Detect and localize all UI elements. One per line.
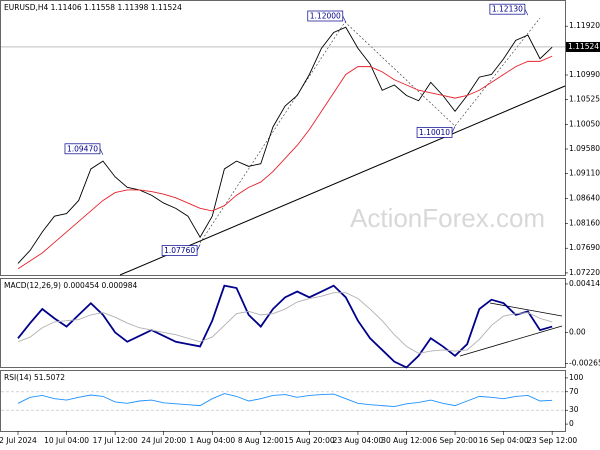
- x-tick-label: 23 Sep 12:00: [527, 436, 577, 445]
- annotation-label: 1.07760: [164, 246, 195, 255]
- y-tick-label: 1.10990: [569, 70, 600, 79]
- y-tick-label: 1.11920: [569, 21, 600, 30]
- x-tick-label: 24 Jul 20:00: [141, 436, 186, 445]
- y-tick-label: 0: [569, 419, 574, 428]
- series-line: [17, 393, 553, 407]
- x-tick-label: 8 Aug 12:00: [238, 436, 284, 445]
- y-tick-label: 1.08640: [569, 193, 600, 202]
- y-tick-label: 30: [569, 405, 579, 414]
- watermark: ActionForex.com: [350, 203, 545, 233]
- annotation-leader: [451, 126, 456, 133]
- x-tick-label: 30 Aug 12:00: [381, 436, 432, 445]
- annotation-label: 1.12130: [492, 5, 523, 14]
- annotation-leader: [342, 15, 347, 23]
- y-tick-label: 0.00: [569, 327, 586, 336]
- x-tick-label: 2 Jul 2024: [0, 436, 37, 445]
- macd-panel: [0, 278, 566, 368]
- y-tick-label: 70: [569, 387, 579, 396]
- annotation-label: 1.12000: [310, 11, 341, 20]
- trend-line: [119, 85, 566, 276]
- x-tick-label: 16 Sep 04:00: [479, 436, 529, 445]
- series-line: [17, 292, 553, 354]
- y-tick-label: 1.07690: [569, 243, 600, 252]
- x-tick-label: 23 Aug 04:00: [333, 436, 384, 445]
- series-line: [17, 284, 553, 369]
- triangle-line: [459, 325, 563, 357]
- macd-title: MACD(12,26,9) 0.000454 0.000984: [4, 281, 138, 290]
- current-price-box: [566, 41, 600, 52]
- annotation-box: [307, 10, 344, 22]
- annotation-box: [416, 127, 453, 138]
- y-tick-label: 1.09110: [569, 169, 600, 178]
- annotation-label: 1.09470: [67, 144, 98, 153]
- y-tick-label: 0.004148: [569, 279, 600, 288]
- price-panel: [0, 0, 566, 276]
- y-tick-label: 100: [569, 373, 584, 382]
- annotation-leader: [99, 148, 104, 155]
- series-line: [17, 26, 553, 264]
- annotation-label: 1.10010: [419, 128, 450, 137]
- current-price-label: 1.11524: [568, 42, 599, 51]
- rsi-title: RSI(14) 51.5072: [4, 373, 65, 382]
- wave-line: [199, 17, 541, 244]
- x-tick-label: 10 Jul 04:00: [44, 436, 89, 445]
- price-title: EURUSD,H4 1.11406 1.11558 1.11398 1.1152…: [4, 3, 182, 12]
- annotation-leader: [524, 9, 529, 16]
- x-tick-label: 17 Jul 12:00: [93, 436, 138, 445]
- x-tick-label: 15 Aug 20:00: [284, 436, 335, 445]
- y-tick-label: 1.07220: [569, 268, 600, 277]
- series-line: [17, 55, 553, 270]
- y-tick-label: -0.002656: [569, 358, 600, 367]
- y-tick-label: 1.09580: [569, 144, 600, 153]
- y-tick-label: 1.08160: [569, 219, 600, 228]
- triangle-line: [489, 302, 563, 317]
- annotation-leader: [196, 244, 201, 251]
- rsi-panel: [0, 370, 566, 432]
- x-tick-label: 6 Sep 20:00: [432, 436, 478, 445]
- y-tick-label: 1.10050: [569, 119, 600, 128]
- x-tick-label: 1 Aug 04:00: [189, 436, 235, 445]
- y-tick-label: 1.10525: [569, 94, 600, 103]
